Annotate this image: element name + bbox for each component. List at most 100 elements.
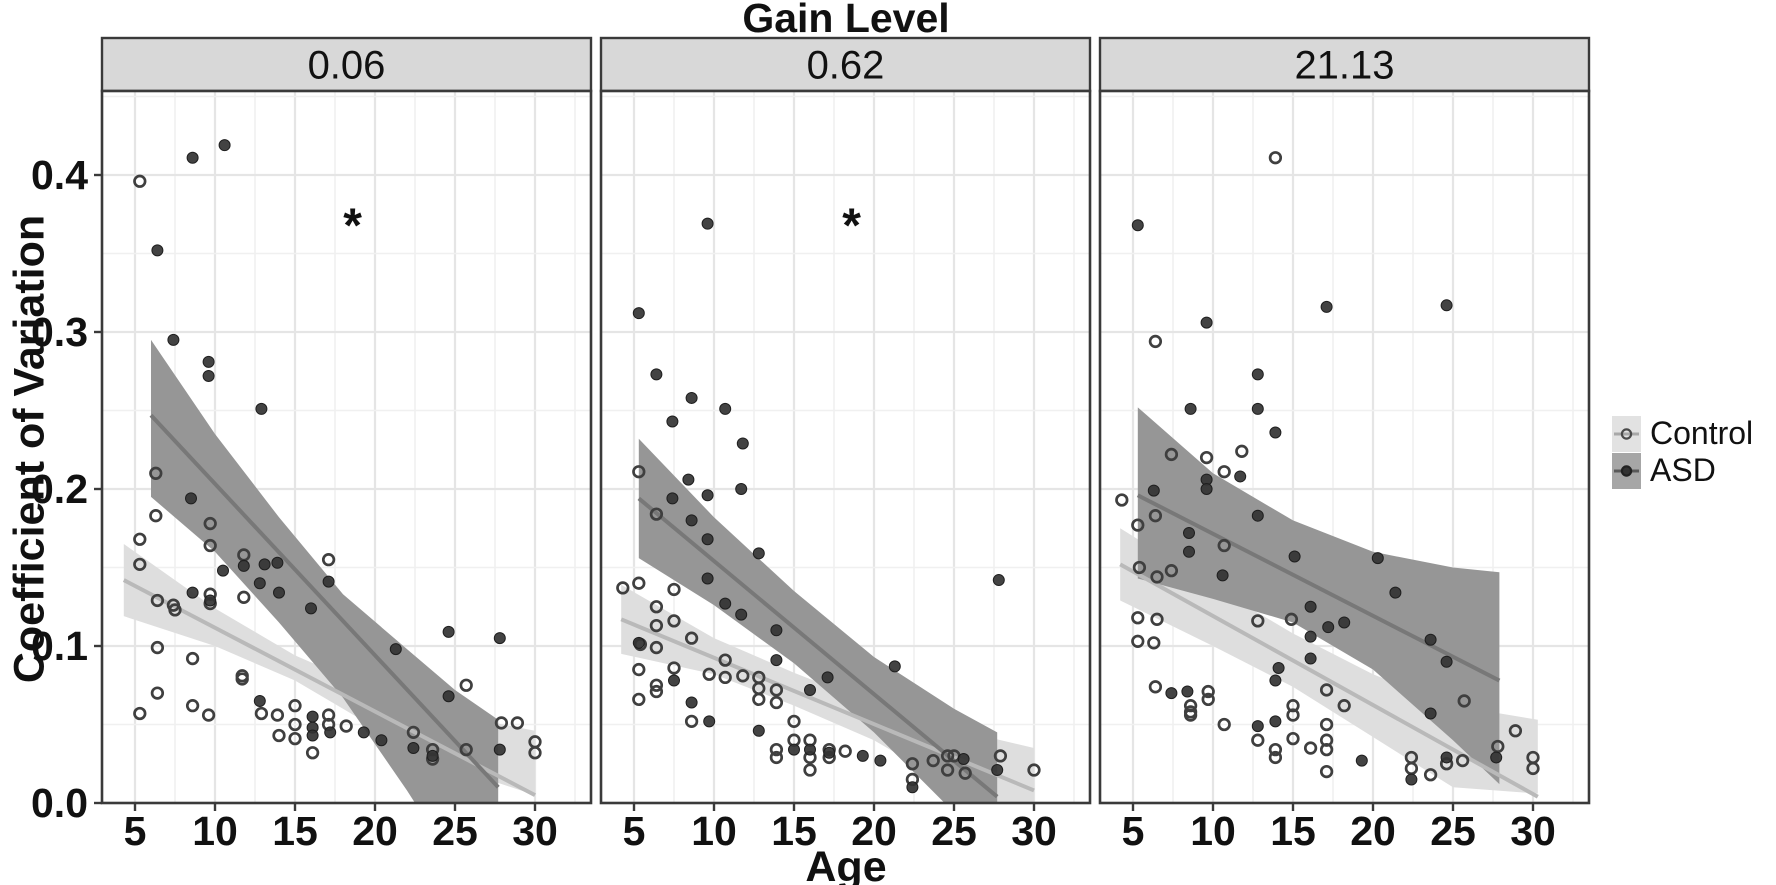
asd-point [957, 753, 970, 766]
x-tick-label: 30 [1510, 808, 1556, 854]
control-point [838, 744, 852, 758]
control-point [149, 466, 163, 480]
y-tick-label: 0.0 [31, 780, 88, 826]
legend: Control ASD [1612, 415, 1753, 489]
asd-point [204, 594, 217, 607]
x-tick-label: 10 [1190, 808, 1236, 854]
asd-point [306, 710, 319, 723]
asd-point [217, 564, 229, 577]
x-tick-label: 15 [272, 808, 318, 854]
control-point [288, 731, 302, 746]
asd-point [701, 533, 714, 546]
asd-point [685, 696, 698, 709]
control-point [616, 581, 630, 595]
asd-point [1304, 630, 1317, 643]
control-point [1319, 742, 1334, 757]
panel-border [100, 89, 593, 805]
control-point [736, 669, 750, 683]
facet-strip [599, 36, 1092, 93]
control-point [718, 670, 732, 685]
asd-point [442, 690, 455, 703]
control-point [1319, 764, 1334, 779]
x-tick-label: 15 [1270, 808, 1316, 854]
control-point [528, 746, 542, 760]
asd-point [186, 586, 199, 599]
control-point [1199, 450, 1214, 465]
asd-point [991, 764, 1004, 777]
control-point [1201, 692, 1215, 707]
control-point [133, 706, 147, 721]
control-point [1148, 334, 1163, 349]
asd-point [788, 743, 800, 756]
asd-point [357, 726, 370, 739]
asd-point [1131, 219, 1144, 232]
asd-point [874, 754, 887, 767]
control-point [1148, 680, 1163, 694]
control-point [667, 582, 681, 597]
control-point [1268, 742, 1283, 757]
legend-label: Control [1650, 415, 1754, 451]
control-point [459, 678, 473, 692]
asd-point [1338, 616, 1351, 629]
x-tick-label: 5 [1122, 808, 1145, 854]
asd-point [685, 391, 698, 404]
control-point [1201, 684, 1215, 699]
control-point [133, 532, 147, 546]
control-point [649, 618, 664, 633]
asd-point [906, 781, 919, 794]
asd-point [632, 636, 645, 649]
facet-strip [100, 36, 593, 93]
asd-point [1269, 674, 1282, 687]
asd-point [305, 602, 317, 615]
y-tick-label: 0.2 [31, 466, 88, 512]
asd-point [1183, 526, 1195, 539]
asd-point [322, 575, 335, 588]
asd-point [1269, 426, 1282, 439]
asd-point [255, 402, 268, 415]
asd-point [167, 333, 180, 346]
asd-point [1251, 402, 1264, 415]
asd-point [703, 715, 716, 728]
asd-point [821, 671, 834, 684]
control-point [1303, 741, 1318, 755]
facet-strip-label: 21.13 [1294, 44, 1394, 88]
control-point [254, 706, 269, 721]
control-point [133, 557, 147, 572]
control-point [1131, 518, 1145, 532]
asd-point [253, 694, 266, 707]
panel-border [599, 89, 1092, 805]
asd-point [682, 473, 695, 486]
x-tick-label: 30 [512, 808, 558, 854]
asd-point [218, 139, 231, 152]
asd-point [1181, 685, 1194, 698]
asd-point [324, 726, 337, 739]
control-point [1508, 724, 1523, 738]
asd-point [426, 749, 439, 762]
control-point [1217, 538, 1231, 553]
asd-point [202, 355, 215, 368]
x-tick-label: 30 [1011, 808, 1057, 854]
asd-point [1184, 402, 1197, 415]
asd-point [186, 151, 199, 164]
control-point [288, 699, 302, 713]
control-point [649, 507, 664, 521]
control-point [168, 603, 182, 617]
asd-point [306, 729, 319, 742]
control-point [905, 757, 920, 771]
control-point [632, 576, 646, 590]
control-point [1148, 509, 1163, 523]
control-point [1319, 683, 1334, 697]
smooth-point-glyph-icon [1614, 427, 1639, 440]
asd-point [735, 483, 748, 495]
control-point [321, 553, 336, 567]
significance-asterisk: * [842, 199, 861, 252]
asd-point [685, 514, 698, 527]
control-point [1164, 447, 1179, 462]
asd-point [856, 749, 869, 762]
x-tick-label: 15 [771, 808, 817, 854]
asd-point [442, 625, 455, 638]
x-tick-label: 25 [432, 808, 478, 854]
control-point [1150, 570, 1164, 584]
asd-point [1355, 754, 1368, 767]
